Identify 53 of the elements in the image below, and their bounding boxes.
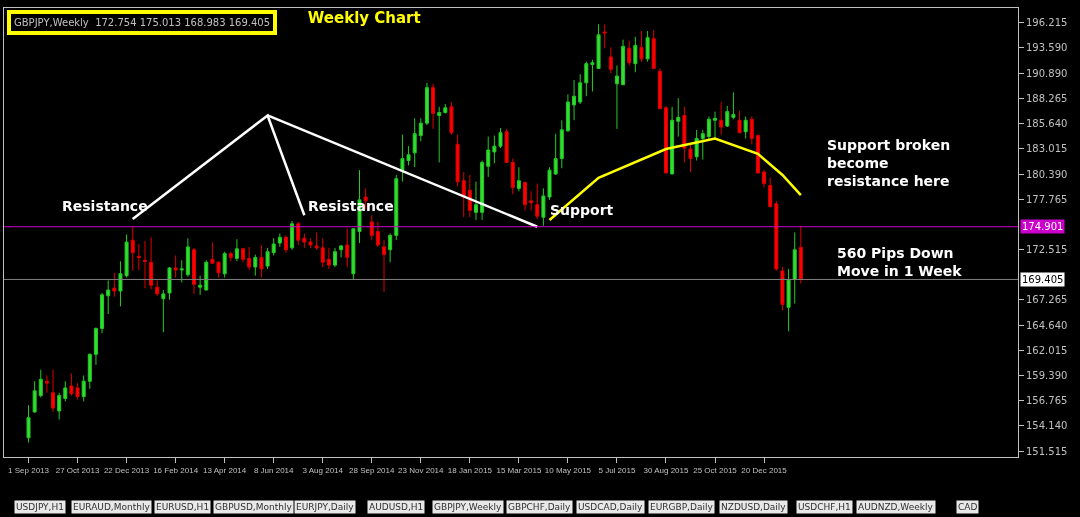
text: AUDUSD,H1 xyxy=(369,502,424,512)
x-tick-label: 30 Aug 2015 xyxy=(643,465,690,475)
y-tick-label: 185.640 xyxy=(1026,118,1068,130)
x-tick-label: 15 Mar 2015 xyxy=(496,465,542,475)
ref-line-label: 174.901 xyxy=(1022,221,1064,232)
text: USDCHF,H1 xyxy=(798,502,851,512)
y-tick-label: 151.515 xyxy=(1026,445,1068,457)
y-tick-label: 167.265 xyxy=(1026,294,1068,306)
y-tick-label: 183.015 xyxy=(1026,143,1068,155)
x-tick-label: 28 Sep 2014 xyxy=(349,465,396,475)
text: EURAUD,Monthly xyxy=(73,502,151,512)
x-tick-label: 16 Feb 2014 xyxy=(153,465,199,475)
text: CAD xyxy=(958,502,978,512)
y-tick-label: 196.215 xyxy=(1026,16,1068,28)
y-tick-label: 193.590 xyxy=(1026,41,1068,53)
x-tick-label: 13 Apr 2014 xyxy=(203,465,247,475)
annotation: Support broken become resistance here xyxy=(827,137,951,190)
x-tick-label: 23 Nov 2014 xyxy=(398,465,445,475)
x-tick-label: 1 Sep 2013 xyxy=(8,465,50,475)
y-tick-label: 188.265 xyxy=(1026,93,1068,105)
x-tick-label: 25 Oct 2015 xyxy=(693,465,738,475)
x-tick-label: 10 May 2015 xyxy=(544,465,592,475)
y-tick-label: 159.390 xyxy=(1026,370,1068,382)
text: EURJPY,Daily xyxy=(296,502,355,512)
annotation: Resistance xyxy=(62,198,148,214)
text: AUDNZD,Weekly xyxy=(858,502,934,512)
x-tick-label: 20 Dec 2015 xyxy=(741,465,788,475)
x-tick-label: 8 Jun 2014 xyxy=(253,465,295,475)
x-tick-label: 18 Jan 2015 xyxy=(447,465,493,475)
text: GBPJPY,Weekly xyxy=(434,502,502,512)
annotation: GBPJPY,Weekly 172.754 175.013 168.983 169.405 xyxy=(14,17,271,28)
y-tick-label: 190.890 xyxy=(1026,67,1068,79)
y-tick-label: 164.640 xyxy=(1026,319,1068,331)
text: NZDUSD,Daily xyxy=(721,502,787,512)
x-tick-label: 27 Oct 2013 xyxy=(55,465,100,475)
y-tick-label: 177.765 xyxy=(1026,193,1068,205)
text: EURGBP,Daily xyxy=(650,502,714,512)
x-tick-label: 3 Aug 2014 xyxy=(302,465,344,475)
x-tick-label: 5 Jul 2015 xyxy=(598,465,636,475)
text: USDJPY,H1 xyxy=(16,502,64,512)
chart-title: Weekly Chart xyxy=(307,9,421,28)
y-tick-label: 154.140 xyxy=(1026,420,1068,432)
y-tick-label: 180.390 xyxy=(1026,168,1068,180)
annotation: 560 Pips Down Move in 1 Week xyxy=(837,245,963,280)
x-tick-label: 22 Dec 2013 xyxy=(103,465,150,475)
text: GBPUSD,Monthly xyxy=(215,502,293,512)
y-tick-label: 172.515 xyxy=(1026,244,1068,256)
text: EURUSD,H1 xyxy=(156,502,210,512)
text: USDCAD,Daily xyxy=(578,502,643,512)
text: GBPCHF,Daily xyxy=(508,502,572,512)
ref-line-label: 169.405 xyxy=(1022,274,1064,285)
y-tick-label: 156.765 xyxy=(1026,395,1068,407)
y-tick-label: 162.015 xyxy=(1026,344,1068,356)
